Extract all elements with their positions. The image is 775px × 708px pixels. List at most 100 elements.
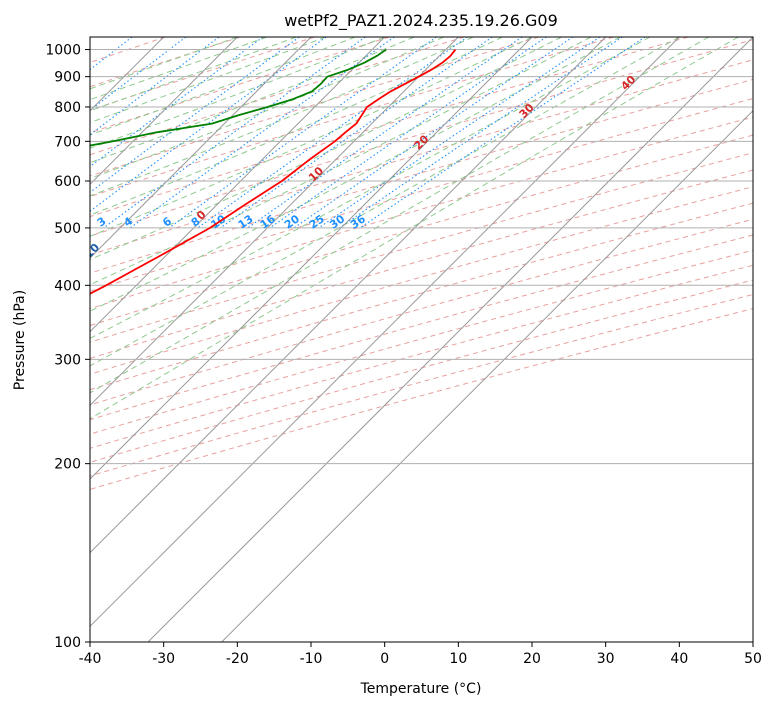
y-tick-label: 600 (54, 174, 81, 190)
y-tick-label: 300 (54, 352, 81, 368)
y-axis-ticks: 100 200 300 400 500 600 700 800 900 1000 (45, 43, 90, 651)
dry-adiabat-line (90, 134, 753, 327)
x-tick-label: 50 (744, 651, 762, 667)
dry-adiabat-line (90, 186, 753, 375)
moist-adiabat-line (90, 37, 651, 339)
reference-line-labels: 0.10.20.40.611.52346810131620253036-100-… (0, 73, 639, 264)
y-tick-label: 200 (54, 457, 81, 473)
mixing-ratio-line (90, 37, 187, 111)
chart-title: wetPf2_PAZ1.2024.235.19.26.G09 (284, 11, 558, 31)
moist-adiabat-line (90, 37, 592, 286)
mixing-ratio-line (0, 37, 82, 228)
moist-adiabat-line (90, 37, 267, 101)
mixing-ratio-label: 4 (121, 214, 135, 229)
dry-adiabat-line (90, 37, 465, 156)
y-tick-label: 400 (54, 278, 81, 294)
mixing-ratio-line (90, 37, 220, 136)
dry-adiabat-line (90, 249, 753, 435)
mixing-ratio-line (90, 37, 300, 194)
dry-adiabat-line (90, 97, 753, 292)
isotherm-line (90, 37, 607, 554)
moist-adiabat-line (90, 37, 297, 112)
dry-adiabat-line (90, 116, 753, 310)
temperature-profile-line (90, 49, 457, 295)
y-tick-label: 800 (54, 100, 81, 116)
moist-adiabat-label: 30 (517, 101, 537, 121)
moist-adiabat-line (90, 37, 385, 149)
mixing-ratio-label: 6 (160, 214, 174, 229)
isobar-gridlines (90, 49, 753, 642)
moist-adiabat-label: 20 (411, 132, 431, 152)
mixing-ratio-label: 1.5 (29, 211, 52, 233)
dewpoint-profile-line (90, 48, 387, 147)
isotherm-line (147, 37, 753, 642)
mixing-ratio-line (318, 37, 601, 229)
x-tick-label: 20 (523, 651, 541, 667)
dry-adiabat-line (90, 37, 315, 111)
isotherm-line (90, 37, 680, 628)
x-tick-label: 0 (380, 651, 389, 667)
isotherm-line (221, 109, 753, 642)
dry-adiabat-line (90, 37, 689, 218)
mixing-ratio-line (220, 37, 493, 229)
moist-adiabat-line (90, 37, 739, 420)
x-tick-label: 30 (597, 651, 615, 667)
dry-adiabat-line (90, 264, 753, 449)
mixing-ratio-label: 16 (258, 212, 278, 232)
isotherm-line (90, 37, 459, 407)
moist-adiabat-line (90, 37, 710, 394)
dry-adiabat-line (90, 37, 390, 134)
moist-adiabat-line (90, 37, 238, 90)
isotherm-lines (90, 37, 753, 642)
x-axis-ticks: -40 -30 -20 -10 0 10 20 30 40 50 (79, 642, 762, 667)
dry-adiabat-line (90, 152, 753, 343)
plot-frame (89, 36, 754, 643)
x-tick-label: 10 (449, 651, 467, 667)
moist-adiabat-line (90, 37, 621, 312)
y-tick-label: 700 (54, 134, 81, 150)
moist-adiabat-label: 40 (618, 73, 638, 93)
y-tick-label: 1000 (45, 43, 81, 59)
x-tick-label: -20 (226, 651, 249, 667)
dry-adiabat-line (90, 37, 614, 198)
dry-adiabat-line (90, 78, 753, 274)
isotherm-line (90, 37, 312, 259)
x-tick-label: -30 (152, 651, 175, 667)
y-tick-label: 100 (54, 635, 81, 651)
moist-adiabat-line (90, 37, 415, 164)
mixing-ratio-line (90, 37, 133, 71)
mixing-ratio-line (197, 37, 468, 229)
dry-adiabat-line (90, 39, 753, 237)
dry-adiabat-line (90, 279, 753, 463)
dry-adiabat-line (90, 59, 753, 256)
isotherm-line (90, 37, 238, 186)
mixing-ratio-line (293, 37, 574, 229)
y-axis-label: Pressure (hPa) (12, 290, 28, 390)
y-tick-label: 500 (54, 221, 81, 237)
mixing-ratio-label: 20 (282, 212, 302, 232)
mixing-ratio-label: 1 (0, 215, 14, 230)
dry-adiabat-line (90, 234, 753, 421)
dry-adiabat-line (90, 218, 753, 406)
x-tick-label: -40 (79, 651, 102, 667)
dry-adiabat-line (90, 37, 539, 177)
isotherm-line (90, 37, 533, 480)
moist-adiabat-line (90, 37, 503, 216)
mixing-ratio-label: 36 (348, 212, 368, 232)
isotherm-line (90, 37, 386, 333)
dry-adiabat-line (90, 169, 753, 359)
mixing-ratio-line (90, 37, 327, 212)
mixing-ratio-line (359, 37, 646, 229)
mixing-ratio-lines (0, 37, 646, 229)
mixing-ratio-line (168, 37, 437, 229)
y-tick-label: 900 (54, 70, 81, 86)
isotherm-label: -10 (79, 241, 102, 264)
profile-series (90, 48, 457, 295)
mixing-ratio-line (90, 37, 264, 168)
moist-adiabat-line (90, 37, 326, 124)
dry-adiabat-line (90, 37, 241, 88)
x-tick-label: 40 (670, 651, 688, 667)
moist-adiabat-line (90, 37, 562, 261)
dry-adiabat-line (90, 308, 753, 490)
dry-adiabats (90, 37, 753, 490)
